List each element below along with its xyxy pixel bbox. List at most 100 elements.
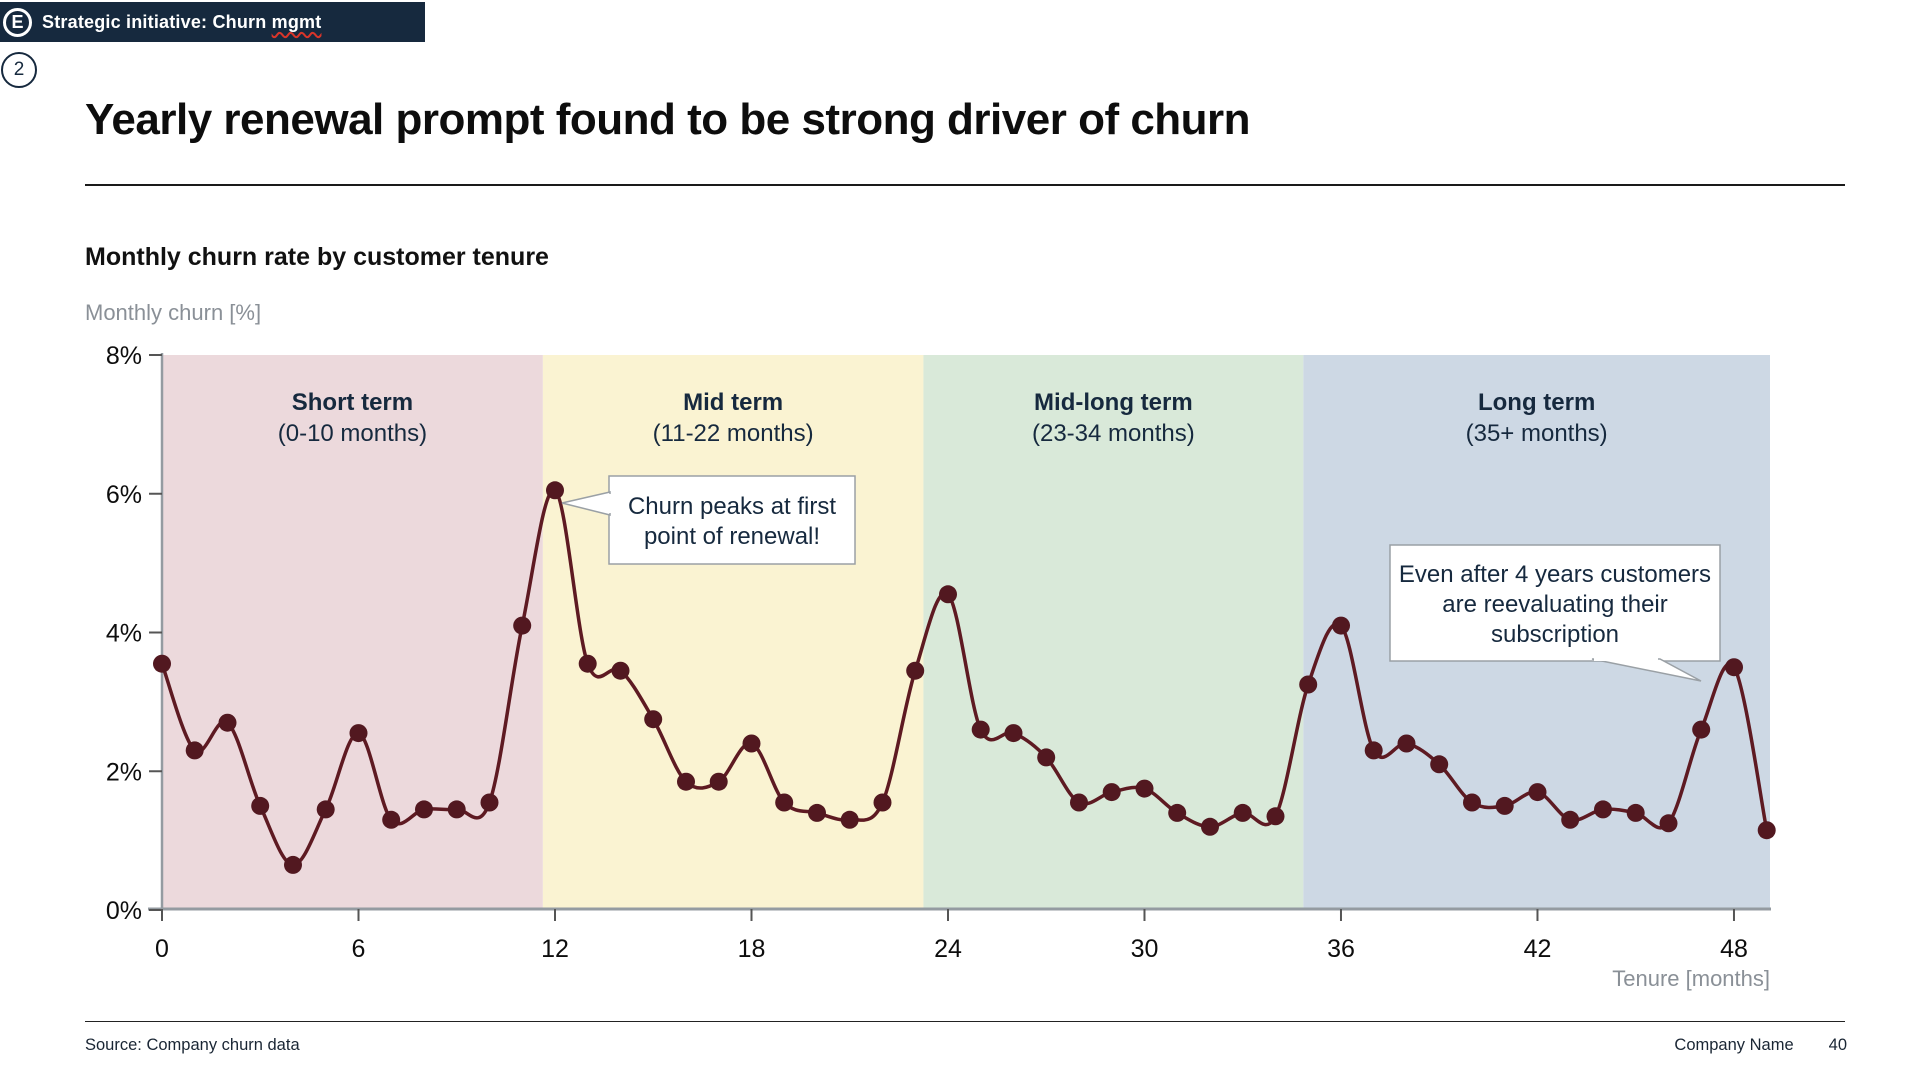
- data-point-month-27: [1037, 748, 1056, 767]
- tab-label-misspelled: mgmt: [271, 11, 322, 32]
- slide-page-number: 40: [1828, 1036, 1847, 1054]
- chart-heading: Monthly churn rate by customer tenure: [85, 243, 549, 271]
- axes: 0% 2% 4% 6% 8% 0 6 12 18 24 30 36 42 48 Tenure [months…: [106, 342, 1771, 991]
- initiative-icon-letter: E: [11, 11, 24, 32]
- data-point-month-23: [906, 661, 925, 680]
- y-tick-label: 2%: [106, 758, 142, 786]
- data-point-month-39: [1430, 755, 1449, 774]
- footer-rule: [85, 1021, 1845, 1022]
- data-point-month-34: [1266, 807, 1285, 826]
- callout-text-line: point of renewal!: [644, 523, 820, 550]
- data-point-month-18: [742, 734, 761, 753]
- y-tick-label: 0%: [106, 897, 142, 925]
- region-label: Mid term: [683, 389, 783, 416]
- data-point-month-20: [808, 803, 826, 822]
- x-tick-label: 48: [1720, 935, 1748, 963]
- callout-1: Churn peaks at first point of renewal!: [561, 475, 856, 565]
- data-point-month-4: [284, 855, 302, 874]
- source-note: Source: Company churn data: [85, 1036, 300, 1054]
- region-sublabel: (0-10 months): [278, 420, 427, 447]
- data-point-month-19: [775, 793, 794, 812]
- x-tick-label: 6: [352, 935, 366, 963]
- data-point-month-41: [1495, 796, 1514, 815]
- region-label: Long term: [1478, 389, 1595, 416]
- data-point-month-11: [513, 616, 532, 635]
- x-tick-label: 18: [738, 935, 766, 963]
- data-point-month-26: [1004, 724, 1023, 743]
- data-point-month-38: [1397, 734, 1416, 753]
- region-mid-term: Mid term (11-22 months): [542, 355, 924, 908]
- page-number-badge-text: 2: [13, 59, 25, 80]
- data-point-month-13: [578, 654, 597, 673]
- header-tab: E Strategic initiative: Churn mgmt: [0, 2, 425, 42]
- data-point-month-28: [1070, 793, 1088, 812]
- region-mid-long-term: Mid-long term (23-34 months): [923, 355, 1304, 908]
- y-tick-label: 6%: [106, 481, 142, 509]
- data-point-month-17: [709, 772, 728, 791]
- data-point-month-10: [480, 793, 499, 812]
- company-name: Company Name: [1674, 1036, 1794, 1054]
- data-point-month-42: [1528, 783, 1547, 802]
- data-point-month-7: [382, 810, 401, 829]
- churn-series: [153, 481, 1776, 874]
- region-label: Short term: [292, 389, 413, 416]
- x-tick-label: 42: [1524, 935, 1552, 963]
- tab-label: Strategic initiative: Churn mgmt: [42, 12, 321, 33]
- x-tick-label: 36: [1327, 935, 1355, 963]
- region-sublabel: (11-22 months): [653, 420, 814, 447]
- data-point-month-36: [1332, 616, 1350, 635]
- data-point-month-22: [873, 793, 892, 812]
- x-tick-label: 24: [934, 935, 962, 963]
- data-point-month-24: [939, 585, 957, 604]
- data-point-month-37: [1364, 741, 1383, 760]
- data-point-month-48: [1725, 658, 1743, 677]
- title-rule: [85, 184, 1845, 186]
- data-point-month-16: [677, 772, 695, 791]
- tab-label-prefix: Strategic initiative: Churn: [42, 11, 272, 32]
- x-tick-label: 0: [155, 935, 169, 963]
- y-tick-label: 8%: [106, 342, 142, 370]
- data-point-month-43: [1561, 810, 1580, 829]
- x-tick-label: 12: [541, 935, 569, 963]
- x-axis-title: Tenure [months]: [1612, 966, 1770, 991]
- callout-text-line: subscription: [1491, 621, 1619, 648]
- data-point-month-47: [1692, 720, 1711, 739]
- data-point-month-25: [971, 720, 990, 739]
- page-title: Yearly renewal prompt found to be strong…: [85, 95, 1251, 144]
- data-point-month-30: [1135, 779, 1154, 798]
- callout-text-line: are reevaluating their: [1442, 591, 1667, 618]
- data-point-month-14: [611, 661, 630, 680]
- y-axis-title: Monthly churn [%]: [85, 300, 262, 325]
- data-point-month-12: [546, 481, 564, 500]
- callout-text-line: Even after 4 years customers: [1399, 561, 1711, 588]
- region-short-term: Short term (0-10 months): [162, 355, 543, 908]
- data-point-month-49: [1757, 821, 1776, 840]
- region-sublabel: (23-34 months): [1032, 420, 1195, 447]
- data-point-month-6: [349, 724, 368, 743]
- data-point-month-5: [316, 800, 335, 819]
- y-tick-label: 4%: [106, 620, 142, 648]
- region-label: Mid-long term: [1034, 389, 1193, 416]
- data-point-month-46: [1659, 814, 1678, 833]
- callout-2: Even after 4 years customers are reevalua…: [1389, 544, 1721, 682]
- data-point-month-1: [185, 741, 204, 760]
- data-point-month-33: [1233, 803, 1252, 822]
- callout-text-line: Churn peaks at first: [628, 493, 836, 520]
- data-point-month-31: [1168, 803, 1187, 822]
- data-point-month-8: [415, 800, 433, 819]
- data-point-month-21: [840, 810, 859, 829]
- region-sublabel: (35+ months): [1466, 420, 1608, 447]
- data-point-month-3: [251, 796, 270, 815]
- data-point-month-2: [218, 713, 237, 732]
- data-point-month-9: [447, 800, 466, 819]
- data-point-month-32: [1201, 817, 1219, 836]
- data-point-month-35: [1299, 675, 1318, 694]
- initiative-icon: E: [3, 7, 32, 37]
- data-point-month-44: [1594, 800, 1612, 819]
- data-point-month-29: [1102, 783, 1121, 802]
- footer-right: Company Name 40: [1674, 1036, 1847, 1055]
- data-point-month-45: [1626, 803, 1645, 822]
- page-number-badge: 2: [1, 52, 37, 88]
